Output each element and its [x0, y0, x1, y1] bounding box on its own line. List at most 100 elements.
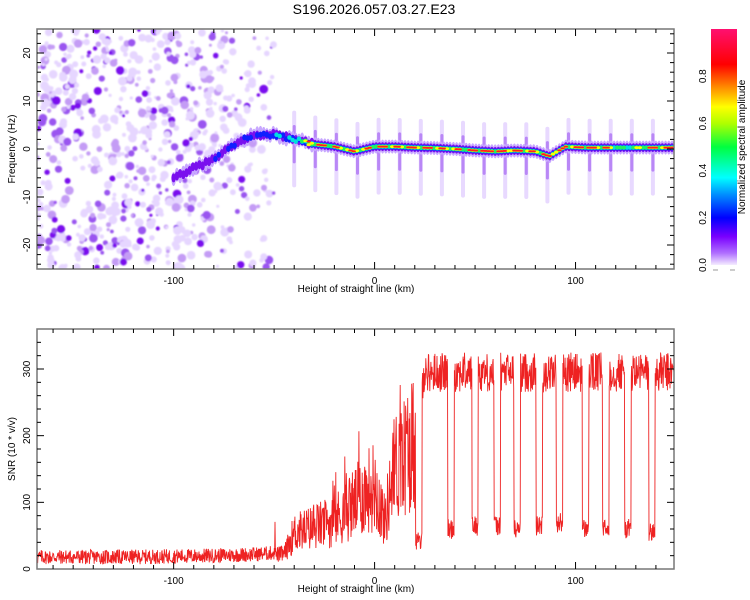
noise-blob [196, 202, 203, 208]
ridge-cell [351, 150, 356, 153]
noise-blob [214, 131, 218, 135]
noise-blob [219, 115, 226, 123]
ridge-cell [476, 148, 482, 153]
noise-blob [149, 235, 155, 241]
noise-blob [41, 98, 51, 108]
noise-blob [165, 188, 169, 192]
ridge-cell [666, 146, 671, 149]
noise-blob [145, 132, 153, 139]
ridge-cell [348, 149, 353, 152]
noise-blob [213, 144, 217, 148]
ridge-cell [245, 135, 250, 142]
noise-blob [44, 57, 48, 62]
noise-blob [213, 52, 219, 59]
noise-blob [59, 42, 68, 52]
noise-blob [110, 229, 114, 234]
noise-blob [64, 177, 71, 184]
ridge-cell [419, 145, 424, 150]
noise-blob [142, 175, 150, 182]
noise-blob [73, 39, 83, 48]
noise-blob [174, 32, 182, 40]
noise-blob [146, 106, 151, 111]
noise-blob [118, 96, 124, 102]
noise-blob [144, 254, 152, 262]
ridge-cell [171, 173, 176, 183]
noise-blob [261, 184, 267, 191]
noise-blob [216, 264, 219, 268]
noise-blob [108, 51, 113, 55]
noise-blob [123, 52, 128, 57]
ridge-cell [396, 145, 401, 148]
noise-blob [166, 92, 173, 99]
ridge-cell [550, 152, 556, 156]
noise-blob [66, 242, 72, 247]
ridge-cell [425, 146, 430, 149]
ridge-cell [656, 145, 662, 150]
noise-blob [170, 143, 179, 151]
ridge-cell [306, 143, 311, 147]
noise-blob [74, 102, 81, 109]
colorbar-tick-label: 0.0 [698, 258, 709, 272]
noise-blob [180, 100, 189, 110]
noise-blob [198, 29, 206, 37]
noise-blob [102, 64, 106, 69]
ridge-cell [644, 145, 649, 150]
noise-blob [165, 253, 170, 258]
ridge-cell [441, 147, 446, 150]
noise-blob [220, 29, 225, 33]
noise-blob [210, 31, 216, 37]
noise-blob [106, 48, 110, 52]
ridge-cell [663, 146, 668, 149]
ridge-cell [563, 145, 569, 148]
ridge-cell [287, 135, 292, 140]
noise-blob [271, 191, 276, 195]
noise-blob [244, 86, 250, 93]
ridge-cell [586, 146, 591, 149]
noise-blob [111, 201, 119, 210]
noise-blob [189, 59, 197, 66]
noise-blob [52, 245, 60, 252]
noise-blob [135, 164, 139, 169]
noise-blob [104, 189, 111, 196]
noise-blob [111, 196, 116, 201]
noise-blob [37, 216, 41, 221]
noise-blob [191, 233, 198, 241]
noise-blob [93, 159, 101, 167]
noise-blob [225, 31, 228, 35]
noise-blob [47, 145, 52, 150]
noise-blob [192, 223, 196, 227]
noise-blob [105, 207, 114, 216]
ridge-cell [502, 149, 507, 152]
noise-blob [118, 76, 127, 86]
ridge-cell [496, 150, 501, 153]
noise-blob [74, 82, 80, 88]
ridge-cell [216, 151, 221, 158]
noise-blob [204, 250, 211, 258]
noise-blob [144, 114, 149, 118]
noise-blob [231, 93, 235, 98]
noise-blob [43, 204, 51, 213]
ridge-cell [390, 145, 395, 149]
ridge-cell [309, 141, 315, 145]
noise-blob [93, 257, 100, 265]
noise-blob [222, 105, 229, 112]
ridge-cell [280, 132, 286, 139]
noise-blob [259, 84, 269, 94]
noise-blob [41, 63, 46, 67]
noise-blob [100, 250, 105, 255]
noise-blob [256, 93, 261, 97]
noise-blob [171, 203, 181, 212]
noise-blob [150, 77, 156, 84]
ridge-cell [637, 146, 642, 150]
ridge-cell [611, 145, 617, 150]
noise-blob [70, 104, 76, 111]
x-tick-label: -100 [164, 576, 184, 587]
ridge-cell [460, 147, 466, 152]
noise-blob [144, 146, 148, 151]
noise-blob [266, 115, 272, 120]
ridge-cell [608, 146, 614, 150]
noise-blob [51, 216, 58, 223]
noise-blob [156, 29, 163, 33]
noise-blob [170, 56, 179, 65]
noise-blob [80, 116, 84, 120]
